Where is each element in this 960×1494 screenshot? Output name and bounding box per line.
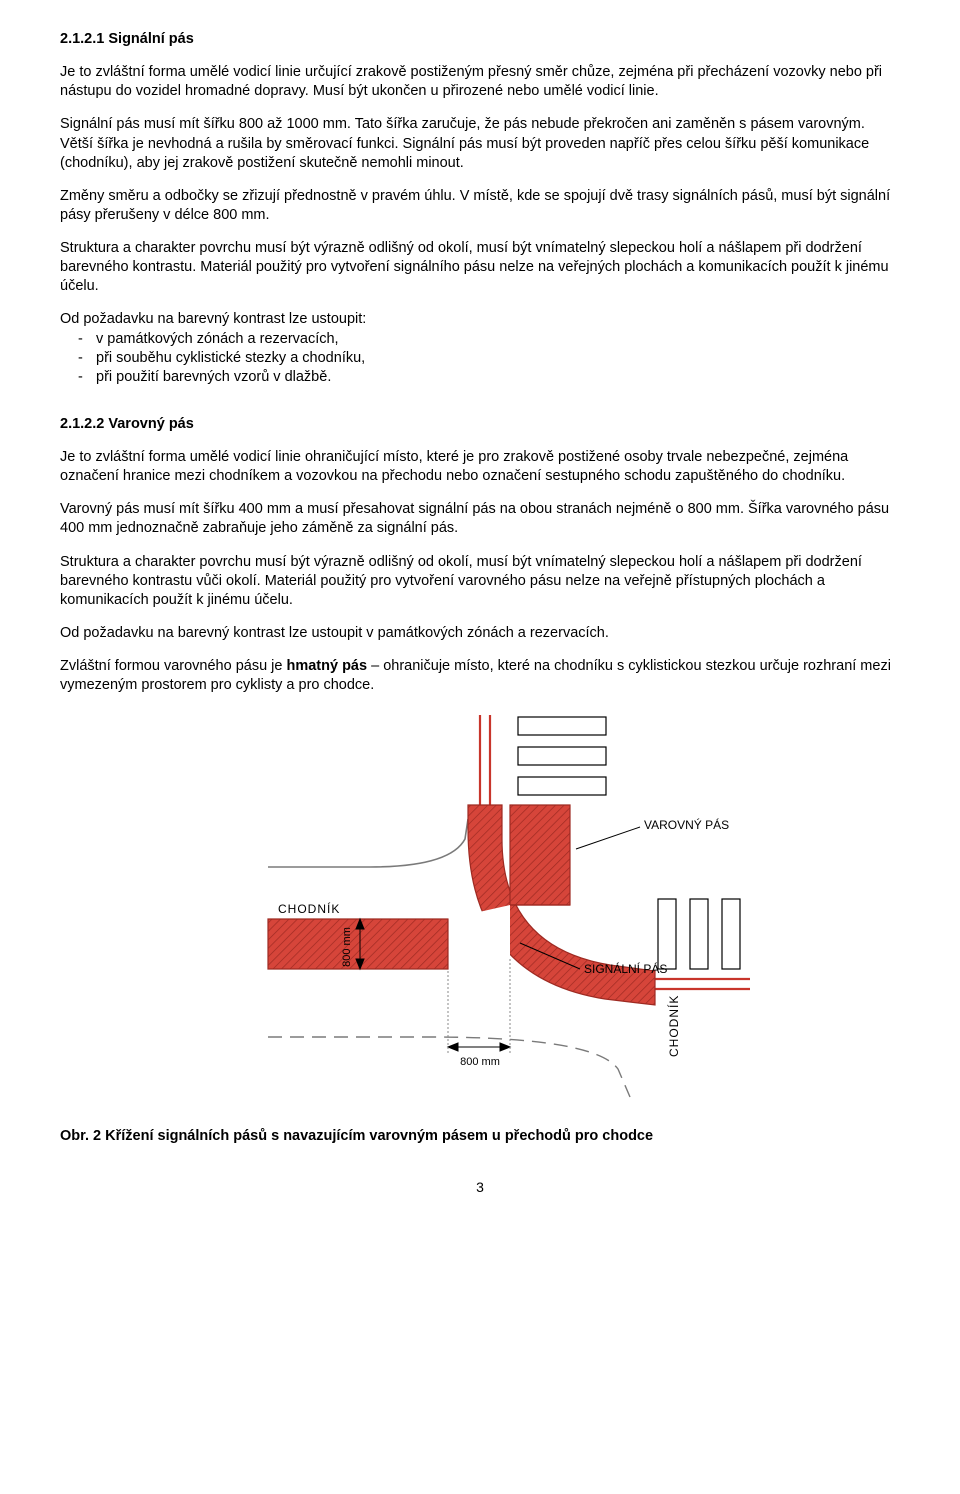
label-chodnik-left: CHODNÍK	[278, 901, 340, 916]
crossing-diagram-svg: 800 mm 800 mm CHODNÍK CHODNÍK VAROVNÝ PÁ…	[210, 709, 750, 1099]
crosswalk-right	[658, 899, 740, 969]
sidewalk-outer-edge	[268, 819, 468, 867]
signal-strip-vertical	[510, 805, 570, 905]
s2-p5a: Zvláštní formou varovného pásu je	[60, 658, 286, 674]
s2-p2: Varovný pás musí mít šířku 400 mm a musí…	[60, 500, 900, 538]
figure-caption: Obr. 2 Křížení signálních pásů s navazuj…	[60, 1127, 900, 1146]
s2-p5: Zvláštní formou varovného pásu je hmatný…	[60, 657, 900, 695]
sidewalk-dashed-edge	[268, 1037, 630, 1097]
s1-p5: Od požadavku na barevný kontrast lze ust…	[60, 310, 900, 329]
label-varovny-pas: VAROVNÝ PÁS	[644, 817, 729, 832]
s1-bullet-2: při souběhu cyklistické stezky a chodník…	[96, 349, 900, 368]
s1-p3: Změny směru a odbočky se zřizují přednos…	[60, 187, 900, 225]
heading-warning-strip: 2.1.2.2 Varovný pás	[60, 415, 900, 434]
s1-bullet-list: v památkových zónách a rezervacích, při …	[60, 330, 900, 387]
label-chodnik-right: CHODNÍK	[666, 995, 681, 1057]
s1-p2: Signální pás musí mít šířku 800 až 1000 …	[60, 115, 900, 172]
page-number: 3	[60, 1178, 900, 1196]
s2-p5bold: hmatný pás	[286, 658, 367, 674]
s2-p3: Struktura a charakter povrchu musí být v…	[60, 553, 900, 610]
dim-vertical-label: 800 mm	[341, 927, 353, 967]
s1-p4: Struktura a charakter povrchu musí být v…	[60, 239, 900, 296]
dim-horizontal-label: 800 mm	[460, 1056, 500, 1068]
s1-p1: Je to zvláštní forma umělé vodicí linie …	[60, 63, 900, 101]
s1-bullet-1: v památkových zónách a rezervacích,	[96, 330, 900, 349]
s1-bullet-3: při použití barevných vzorů v dlažbě.	[96, 368, 900, 387]
s2-p1: Je to zvláštní forma umělé vodicí linie …	[60, 448, 900, 486]
crosswalk-top	[518, 717, 606, 795]
label-signalni-pas: SIGNÁLNÍ PÁS	[584, 961, 667, 976]
figure-crossing-diagram: 800 mm 800 mm CHODNÍK CHODNÍK VAROVNÝ PÁ…	[60, 709, 900, 1099]
signal-strip-connector	[448, 905, 510, 969]
s2-p4: Od požadavku na barevný kontrast lze ust…	[60, 624, 900, 643]
heading-signal-strip: 2.1.2.1 Signální pás	[60, 30, 900, 49]
